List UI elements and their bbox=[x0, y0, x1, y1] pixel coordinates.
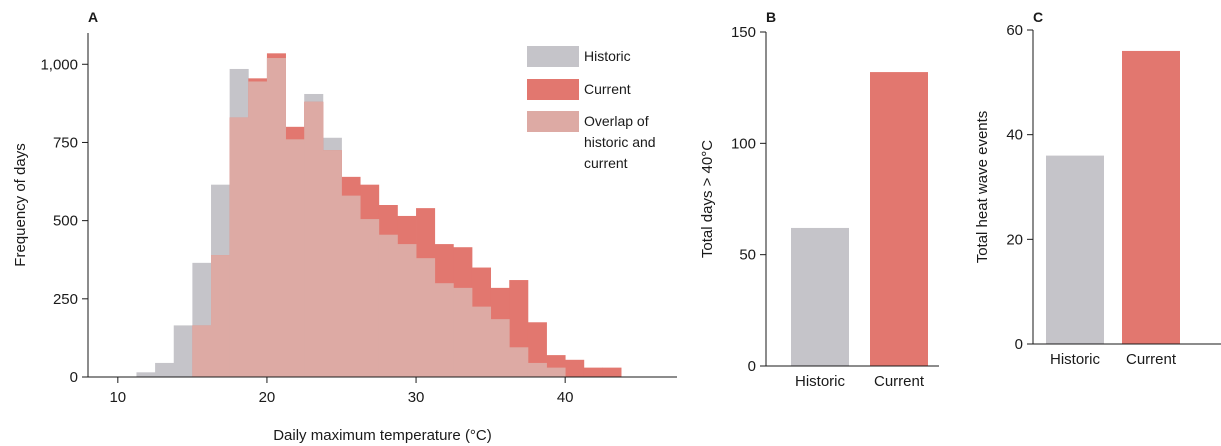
y-tick-label: 100 bbox=[731, 135, 756, 152]
overlap-bar bbox=[192, 325, 212, 377]
historic-bar bbox=[791, 227, 849, 366]
legend-swatch-historic bbox=[527, 46, 579, 67]
y-tick-label: 500 bbox=[53, 213, 78, 230]
y-tick-label: 20 bbox=[1006, 231, 1023, 248]
current-bar bbox=[583, 367, 603, 377]
y-tick-label: 40 bbox=[1006, 127, 1023, 144]
overlap-bar bbox=[229, 117, 249, 377]
panel-letter-a: A bbox=[88, 9, 98, 25]
y-tick-label: 0 bbox=[70, 369, 78, 386]
x-tick-label: 10 bbox=[109, 389, 126, 406]
x-tick-label: Current bbox=[1126, 351, 1177, 368]
panel-b: B Historic Current 0 50 100 150 Total days > 40… bbox=[699, 9, 939, 390]
x-tick-label: 20 bbox=[259, 389, 276, 406]
y-tick-label: 150 bbox=[731, 24, 756, 41]
legend: Historic Current Overlap of historic and cur… bbox=[527, 46, 656, 171]
x-tick-label: Historic bbox=[1050, 351, 1101, 368]
x-tick-label: 40 bbox=[557, 389, 574, 406]
overlap-bar bbox=[453, 287, 473, 377]
x-tick-label: Current bbox=[874, 373, 925, 390]
y-axis-title: Total heat wave events bbox=[974, 111, 991, 264]
legend-label-historic: Historic bbox=[584, 48, 631, 64]
y-tick-label: 750 bbox=[53, 134, 78, 151]
overlap-bar bbox=[378, 234, 398, 377]
panel-letter-b: B bbox=[766, 9, 776, 25]
panel-letter-c: C bbox=[1033, 9, 1043, 25]
overlap-bar bbox=[527, 362, 547, 377]
panel-a: A 0 250 500 750 1,000 10 20 30 40 Daily maximum te… bbox=[12, 9, 677, 444]
overlap-bar bbox=[546, 367, 566, 377]
y-axis-title: Total days > 40°C bbox=[699, 140, 716, 258]
x-axis-title: Daily maximum temperature (°C) bbox=[273, 427, 492, 444]
current-bar bbox=[565, 359, 585, 377]
current-bar bbox=[602, 367, 622, 377]
y-tick-label: 50 bbox=[739, 247, 756, 264]
current-bar bbox=[870, 72, 928, 366]
overlap-bar bbox=[211, 255, 231, 377]
y-tick-label: 60 bbox=[1006, 22, 1023, 39]
current-bar bbox=[1122, 50, 1180, 344]
overlap-bar bbox=[416, 258, 436, 377]
legend-label-line: historic and bbox=[584, 134, 656, 150]
y-axis-title: Frequency of days bbox=[12, 143, 29, 266]
legend-label-overlap: Overlap of historic and current bbox=[584, 113, 656, 171]
historic-bar bbox=[1046, 155, 1104, 344]
overlap-bar bbox=[360, 219, 380, 377]
historic-bar bbox=[136, 372, 156, 377]
legend-swatch-overlap bbox=[527, 111, 579, 132]
overlap-bar bbox=[248, 81, 268, 378]
legend-label-current: Current bbox=[584, 81, 631, 97]
y-tick-label: 0 bbox=[1015, 336, 1023, 353]
series-overlap bbox=[192, 58, 566, 378]
x-tick-label: 30 bbox=[408, 389, 425, 406]
y-tick-label: 250 bbox=[53, 291, 78, 308]
overlap-bar bbox=[490, 319, 510, 377]
legend-label-line: current bbox=[584, 155, 628, 171]
legend-swatch-current bbox=[527, 79, 579, 100]
overlap-bar bbox=[471, 306, 492, 377]
legend-label-line: Overlap of bbox=[584, 113, 649, 129]
overlap-bar bbox=[304, 101, 324, 378]
overlap-bar bbox=[397, 244, 417, 377]
historic-bar bbox=[173, 325, 193, 377]
overlap-bar bbox=[434, 283, 454, 377]
overlap-bar bbox=[266, 58, 286, 377]
overlap-bar bbox=[285, 139, 305, 377]
panel-c: C Historic Current 0 20 40 60 Total heat wave e… bbox=[974, 9, 1221, 368]
y-tick-label: 1,000 bbox=[40, 56, 78, 73]
historic-bar bbox=[155, 362, 175, 377]
overlap-bar bbox=[322, 150, 342, 377]
overlap-bar bbox=[509, 347, 529, 377]
overlap-bar bbox=[341, 195, 361, 377]
y-tick-label: 0 bbox=[748, 358, 756, 375]
x-tick-label: Historic bbox=[795, 373, 846, 390]
